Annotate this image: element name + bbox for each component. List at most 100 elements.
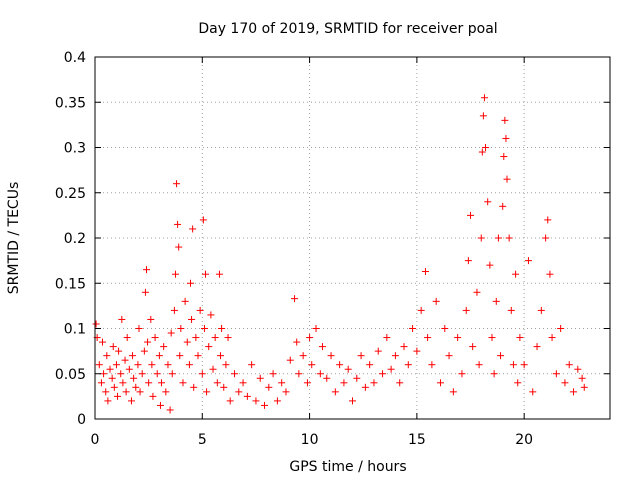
data-point xyxy=(291,295,299,303)
data-point xyxy=(574,365,582,373)
data-point xyxy=(499,202,507,210)
data-point xyxy=(548,334,556,342)
data-point xyxy=(148,361,156,369)
x-tick-label: 20 xyxy=(515,432,533,448)
data-point xyxy=(158,379,166,387)
data-point xyxy=(475,361,483,369)
data-point xyxy=(123,334,131,342)
data-point xyxy=(488,334,496,342)
data-point xyxy=(196,306,204,314)
data-point xyxy=(171,270,179,278)
data-point xyxy=(557,325,565,332)
data-point xyxy=(109,343,117,351)
data-point xyxy=(224,334,232,342)
data-point xyxy=(417,306,425,314)
data-point xyxy=(552,370,560,378)
data-point xyxy=(261,401,269,409)
data-point xyxy=(374,347,382,355)
data-point xyxy=(205,343,213,351)
data-point xyxy=(578,374,586,382)
data-point xyxy=(436,379,444,387)
data-point xyxy=(168,370,176,378)
data-point xyxy=(428,361,436,369)
data-point xyxy=(404,361,412,369)
data-point xyxy=(252,397,260,405)
x-axis-label: GPS time / hours xyxy=(289,459,406,475)
data-point xyxy=(209,365,217,373)
data-point xyxy=(130,374,138,382)
data-point xyxy=(282,388,290,396)
data-point xyxy=(482,144,490,151)
data-point xyxy=(127,397,135,405)
data-point xyxy=(454,334,462,342)
data-point xyxy=(524,257,532,265)
data-point xyxy=(445,352,453,360)
data-point xyxy=(174,220,182,228)
data-point xyxy=(469,343,477,351)
data-point xyxy=(177,325,185,332)
plot-frame xyxy=(94,56,611,420)
data-point xyxy=(147,315,155,323)
data-point xyxy=(166,406,174,414)
data-point xyxy=(215,270,223,278)
data-point xyxy=(299,352,307,360)
data-point xyxy=(400,343,408,351)
data-point xyxy=(269,370,277,378)
data-point xyxy=(135,325,143,332)
data-point xyxy=(331,388,339,396)
data-point xyxy=(239,379,247,387)
data-point xyxy=(138,370,146,378)
data-point xyxy=(413,347,421,355)
axis-ticks xyxy=(94,56,610,420)
data-point xyxy=(492,297,500,305)
data-point xyxy=(167,329,175,337)
data-point xyxy=(478,148,486,156)
data-point xyxy=(306,334,314,342)
data-point xyxy=(516,334,524,342)
data-point xyxy=(361,383,369,391)
data-point xyxy=(202,270,210,278)
data-point xyxy=(183,338,191,346)
data-point xyxy=(349,397,356,405)
data-point xyxy=(490,370,498,378)
data-point xyxy=(565,361,573,369)
data-points xyxy=(92,94,588,414)
data-point xyxy=(103,352,111,360)
data-point xyxy=(533,343,541,351)
data-point xyxy=(190,383,198,391)
y-tick-label: 0.25 xyxy=(55,186,86,202)
data-point xyxy=(226,397,234,405)
data-point xyxy=(424,334,432,342)
data-point xyxy=(92,320,100,328)
data-point xyxy=(458,370,466,378)
data-point xyxy=(312,325,320,332)
data-point xyxy=(243,392,251,400)
data-point xyxy=(121,356,129,364)
data-point xyxy=(218,325,226,332)
data-point xyxy=(366,361,374,369)
data-point xyxy=(336,361,344,369)
data-point xyxy=(303,379,311,387)
data-point xyxy=(507,306,515,314)
data-point xyxy=(544,216,552,224)
data-point xyxy=(106,365,114,373)
data-point xyxy=(505,234,513,242)
data-point xyxy=(102,388,110,396)
data-point xyxy=(125,365,133,373)
data-point xyxy=(501,116,509,124)
y-tick-label: 0.4 xyxy=(64,50,86,66)
data-point xyxy=(117,370,125,378)
data-point xyxy=(230,370,238,378)
data-point xyxy=(542,234,550,242)
x-tick-labels: 0 5 10 15 20 xyxy=(91,432,534,448)
data-point xyxy=(104,397,112,405)
data-point xyxy=(194,352,202,360)
data-point xyxy=(181,297,189,305)
data-point xyxy=(383,334,391,342)
data-point xyxy=(114,392,122,400)
data-point xyxy=(136,388,144,396)
data-point xyxy=(391,352,399,360)
data-point xyxy=(546,270,554,278)
y-axis-label: SRMTID / TECUs xyxy=(6,182,22,295)
